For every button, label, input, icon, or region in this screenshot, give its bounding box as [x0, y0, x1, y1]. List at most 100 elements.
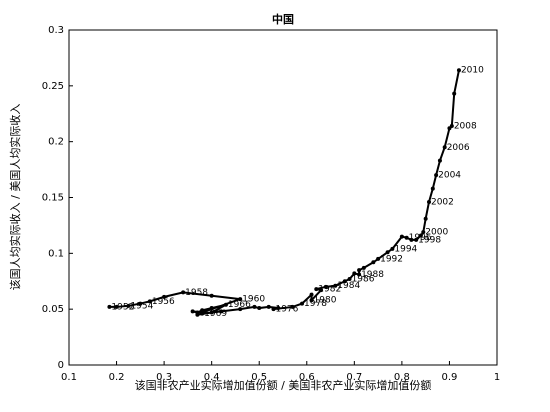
y-axis-label: 该国人均实际收入 / 美国人均实际收入 [8, 104, 22, 291]
point-label: 1998 [418, 235, 441, 245]
data-point [126, 303, 131, 308]
point-label: 1960 [242, 295, 265, 305]
data-point [449, 124, 454, 129]
x-axis-label: 该国非农产业实际增加值份额 / 美国非农产业实际增加值份额 [135, 378, 432, 392]
data-point [371, 260, 376, 265]
point-label: 1982 [318, 285, 341, 295]
data-point [376, 256, 381, 261]
data-point [309, 298, 314, 303]
data-point [418, 233, 423, 238]
data-point [223, 302, 228, 307]
point-label: 2010 [461, 66, 484, 76]
point-label: 1984 [337, 281, 360, 291]
data-point [162, 294, 167, 299]
point-label: 1996 [409, 233, 432, 243]
point-label: 2006 [447, 143, 470, 153]
data-point [385, 250, 390, 255]
x-tick-label: 0.2 [109, 372, 125, 383]
point-label: 1992 [380, 254, 403, 264]
data-point [195, 312, 200, 317]
y-tick-label: 0.05 [42, 304, 64, 315]
x-tick-label: 0.9 [441, 372, 457, 383]
x-tick-label: 0.8 [394, 372, 410, 383]
point-label: 2008 [454, 122, 477, 132]
point-label: 1969 [204, 309, 227, 319]
data-point [421, 230, 426, 235]
data-point [314, 287, 319, 292]
y-tick-label: 0.2 [48, 137, 64, 148]
y-tick-label: 0 [58, 360, 64, 371]
data-point [452, 91, 457, 96]
data-point [290, 304, 295, 309]
data-point [266, 304, 271, 309]
point-label: 1976 [275, 305, 298, 315]
x-tick-label: 0.1 [61, 372, 77, 383]
y-tick-label: 0.25 [42, 81, 64, 92]
data-point [276, 306, 281, 311]
data-point [238, 297, 243, 302]
point-label: 1978 [304, 299, 327, 309]
point-label: 2002 [431, 197, 454, 207]
data-point [434, 173, 439, 178]
data-point [209, 293, 214, 298]
data-point [309, 292, 314, 297]
data-point [138, 301, 143, 306]
data-point [333, 283, 338, 288]
data-point [352, 271, 357, 276]
x-tick-label: 0.5 [251, 372, 267, 383]
data-point [219, 309, 224, 314]
point-label: 2000 [425, 228, 448, 238]
data-point [357, 272, 362, 277]
x-tick-label: 0.7 [346, 372, 362, 383]
point-label: 1980 [314, 296, 337, 306]
point-label: 1958 [185, 288, 208, 298]
data-point [456, 68, 461, 73]
point-label: 2004 [438, 171, 461, 181]
data-point [361, 265, 366, 270]
x-tick-label: 0.3 [156, 372, 172, 383]
data-point [399, 234, 404, 239]
point-label: 1956 [152, 297, 175, 307]
data-point [238, 307, 243, 312]
data-point [271, 307, 276, 312]
data-point [390, 246, 395, 251]
data-point [252, 304, 257, 309]
data-point [107, 304, 112, 309]
data-point [404, 235, 409, 240]
data-point [147, 299, 152, 304]
point-label: 1966 [228, 300, 251, 310]
data-point [300, 301, 305, 306]
data-point [257, 306, 262, 311]
data-point [209, 306, 214, 311]
y-tick-label: 0.3 [48, 25, 64, 36]
data-point [423, 216, 428, 221]
data-point [200, 308, 205, 313]
chart-title: 中国 [272, 12, 294, 26]
data-point [323, 284, 328, 289]
y-tick-label: 0.1 [48, 248, 64, 259]
point-label: 1994 [394, 244, 417, 254]
data-point [342, 279, 347, 284]
data-point [357, 268, 362, 273]
x-tick-label: 1 [494, 372, 500, 383]
data-point [200, 311, 205, 316]
y-tick-label: 0.15 [42, 193, 64, 204]
data-point [190, 309, 195, 314]
data-point [114, 304, 119, 309]
data-point [209, 310, 214, 315]
x-tick-label: 0.4 [204, 372, 220, 383]
point-label: 1988 [361, 270, 384, 280]
data-point [409, 237, 414, 242]
data-point [430, 186, 435, 191]
data-point [426, 199, 431, 204]
data-point [181, 290, 186, 295]
data-point [442, 145, 447, 150]
point-label: 1954 [130, 301, 153, 311]
x-tick-label: 0.6 [299, 372, 315, 383]
point-label: 1986 [352, 275, 375, 285]
data-point [437, 158, 442, 163]
point-label: 1952 [111, 302, 134, 312]
data-point [347, 277, 352, 282]
